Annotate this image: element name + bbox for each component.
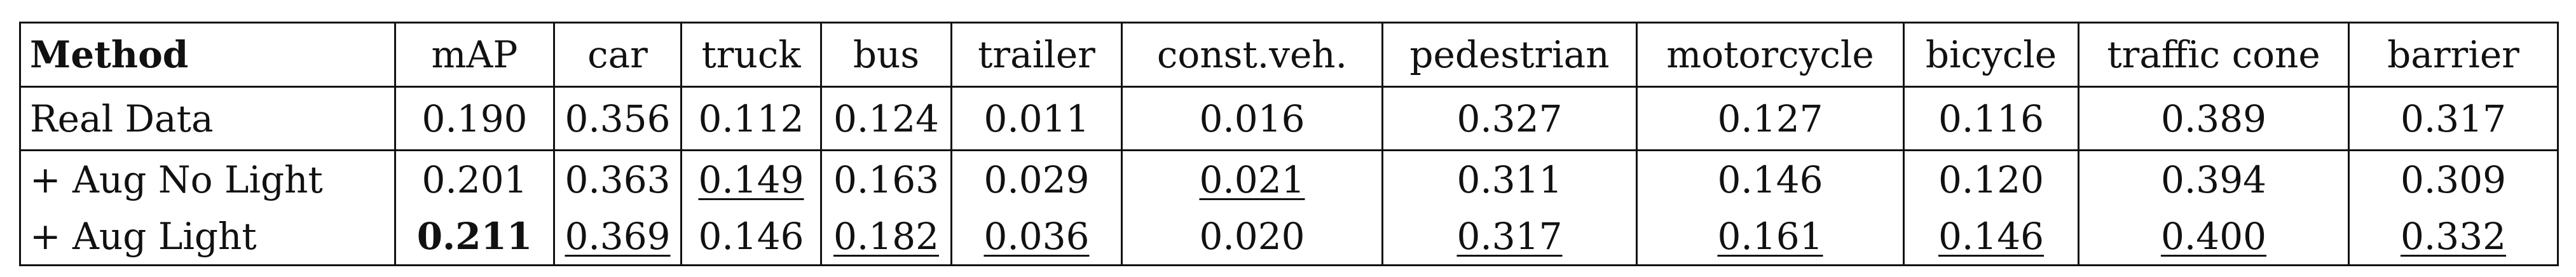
cell-motorcycle: 0.146 [1636,150,1905,208]
cell-bus: 0.163 [820,150,952,208]
table-row: Real Data 0.190 0.356 0.112 0.124 0.011 … [19,86,2559,151]
cell-pedestrian: 0.317 [1381,208,1638,266]
header-const-veh: const.veh. [1121,22,1383,88]
cell-barrier: 0.309 [2348,150,2559,208]
header-bicycle: bicycle [1903,22,2079,88]
cell-pedestrian: 0.327 [1381,86,1638,151]
header-method: Method [19,22,396,88]
cell-truck: 0.112 [680,86,822,151]
cell-car: 0.363 [553,150,682,208]
header-trailer: trailer [950,22,1123,88]
cell-const-veh: 0.016 [1121,86,1383,151]
cell-traffic-cone: 0.400 [2078,208,2350,266]
header-map: mAP [394,22,555,88]
cell-bicycle: 0.116 [1903,86,2079,151]
table-row: + Aug Light 0.211 0.369 0.146 0.182 0.03… [19,208,2559,266]
cell-map: 0.201 [394,150,555,208]
cell-pedestrian: 0.311 [1381,150,1638,208]
row-method-label: + Aug No Light [19,150,396,208]
cell-bicycle: 0.146 [1903,208,2079,266]
cell-barrier: 0.332 [2348,208,2559,266]
header-row: Method mAP car truck bus trailer const.v… [19,22,2559,88]
header-car: car [553,22,682,88]
cell-const-veh: 0.021 [1121,150,1383,208]
cell-traffic-cone: 0.389 [2078,86,2350,151]
cell-barrier: 0.317 [2348,86,2559,151]
cell-truck: 0.146 [680,208,822,266]
cell-car: 0.369 [553,208,682,266]
header-pedestrian: pedestrian [1381,22,1638,88]
results-table: Method mAP car truck bus trailer const.v… [19,22,2559,266]
table-row: + Aug No Light 0.201 0.363 0.149 0.163 0… [19,150,2559,208]
cell-bicycle: 0.120 [1903,150,2079,208]
cell-trailer: 0.029 [950,150,1123,208]
cell-car: 0.356 [553,86,682,151]
header-bus: bus [820,22,952,88]
cell-motorcycle: 0.127 [1636,86,1905,151]
header-motorcycle: motorcycle [1636,22,1905,88]
cell-map: 0.190 [394,86,555,151]
header-barrier: barrier [2348,22,2559,88]
cell-const-veh: 0.020 [1121,208,1383,266]
cell-trailer: 0.011 [950,86,1123,151]
cell-bus: 0.124 [820,86,952,151]
cell-motorcycle: 0.161 [1636,208,1905,266]
cell-trailer: 0.036 [950,208,1123,266]
header-traffic-cone: traffic cone [2078,22,2350,88]
row-method-label: + Aug Light [19,208,396,266]
cell-truck: 0.149 [680,150,822,208]
cell-bus: 0.182 [820,208,952,266]
cell-map: 0.211 [394,208,555,266]
cell-traffic-cone: 0.394 [2078,150,2350,208]
header-truck: truck [680,22,822,88]
row-method-label: Real Data [19,86,396,151]
